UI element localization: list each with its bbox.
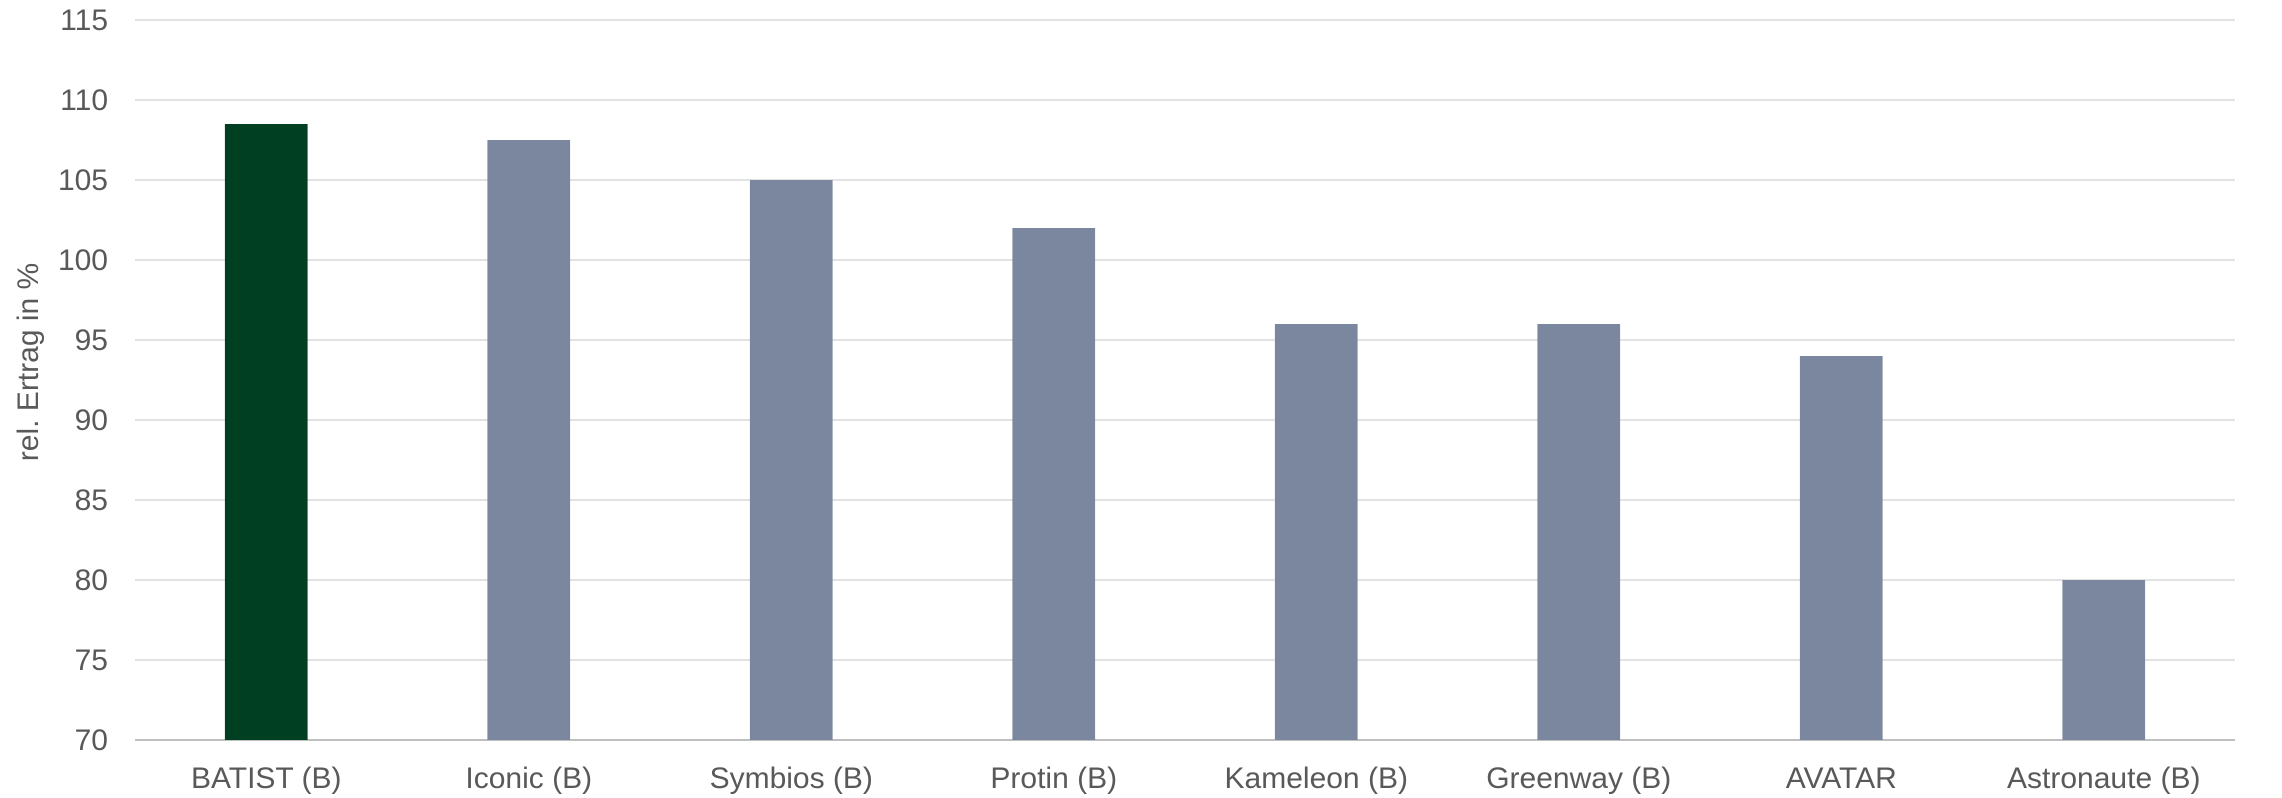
y-tick-label: 80: [75, 564, 108, 597]
bars: [224, 124, 2146, 740]
x-axis-ticks: BATIST (B) Iconic (B) Symbios (B) Protin (B…: [191, 762, 2201, 795]
y-tick-label: 95: [75, 324, 108, 357]
x-tick-label: Astronaute (B): [2007, 762, 2200, 795]
bar-iconic-b: [487, 140, 571, 740]
x-tick-label: Greenway (B): [1486, 762, 1671, 795]
x-tick-label: BATIST (B): [191, 762, 342, 795]
y-tick-label: 70: [75, 724, 108, 757]
y-tick-label: 115: [60, 4, 108, 37]
gridlines: [135, 19, 2235, 741]
x-tick-label: Symbios (B): [710, 762, 873, 795]
y-tick-label: 110: [60, 84, 108, 117]
x-tick-label: Iconic (B): [465, 762, 592, 795]
x-tick-label: Protin (B): [990, 762, 1117, 795]
bar-batist-b: [224, 124, 308, 740]
bar-greenway-b: [1537, 324, 1621, 740]
y-axis-ticks: 70 75 80 85 90 95 100 105 110 115: [58, 4, 108, 757]
bar-astronaute-b: [2062, 580, 2146, 740]
x-tick-label: Kameleon (B): [1225, 762, 1408, 795]
x-tick-label: AVATAR: [1786, 762, 1897, 795]
y-tick-label: 85: [75, 484, 108, 517]
y-tick-label: 100: [58, 244, 108, 277]
bar-avatar: [1799, 356, 1883, 740]
y-axis-title: rel. Ertrag in %: [12, 263, 45, 461]
bar-symbios-b: [749, 180, 833, 740]
y-tick-label: 105: [58, 164, 108, 197]
y-tick-label: 90: [75, 404, 108, 437]
y-tick-label: 75: [75, 644, 108, 677]
bar-protin-b: [1012, 228, 1096, 740]
bar-kameleon-b: [1274, 324, 1358, 740]
